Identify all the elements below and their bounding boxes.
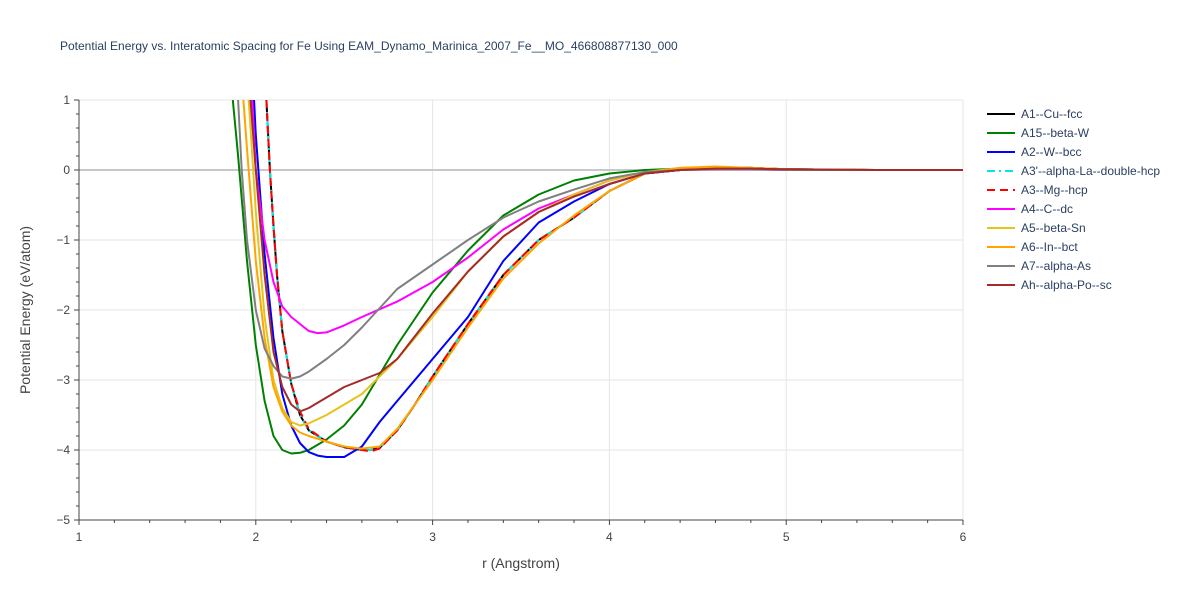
series-line: [231, 100, 963, 455]
legend-label[interactable]: A5--beta-Sn: [1021, 221, 1086, 235]
legend-label[interactable]: A2--W--bcc: [1021, 145, 1081, 159]
series-line: [249, 100, 963, 413]
chart-title: Potential Energy vs. Interatomic Spacing…: [60, 39, 678, 53]
series-line: [265, 100, 963, 451]
x-axis-title: r (Angstrom): [482, 555, 560, 571]
y-tick-label: −4: [56, 443, 70, 457]
y-tick-label: 0: [63, 163, 70, 177]
series-line: [265, 100, 963, 451]
legend-label[interactable]: A15--beta-W: [1021, 126, 1090, 140]
y-tick-label: −3: [56, 373, 70, 387]
y-tick-label: 1: [63, 93, 70, 107]
x-tick-label: 1: [76, 530, 83, 544]
y-tick-label: −2: [56, 303, 70, 317]
legend-label[interactable]: A7--alpha-As: [1021, 259, 1091, 273]
series-line: [237, 100, 963, 380]
x-tick-label: 4: [606, 530, 613, 544]
x-tick-label: 5: [783, 530, 790, 544]
x-tick-label: 3: [429, 530, 436, 544]
axes: 1 2 3 4 5 6 −5 −4 −3 −2 −1 0 1: [56, 93, 966, 544]
x-tick-label: 2: [252, 530, 259, 544]
series-line: [265, 100, 963, 453]
legend: A1--Cu--fcc A15--beta-W A2--W--bcc A3'--alp…: [987, 107, 1160, 292]
y-tick-label: −1: [56, 233, 70, 247]
y-tick-label: −5: [56, 513, 70, 527]
y-axis-title: Potential Energy (eV/atom): [17, 226, 33, 394]
series-layer: [231, 100, 963, 458]
legend-label[interactable]: A3--Mg--hcp: [1021, 183, 1088, 197]
series-line: [253, 100, 963, 458]
legend-label[interactable]: A3'--alpha-La--double-hcp: [1021, 164, 1160, 178]
legend-label[interactable]: A6--In--bct: [1021, 240, 1078, 254]
series-line: [251, 100, 963, 335]
legend-label[interactable]: Ah--alpha-Po--sc: [1021, 278, 1112, 292]
series-line: [247, 100, 963, 427]
x-tick-label: 6: [960, 530, 967, 544]
grid: [79, 99, 964, 521]
legend-label[interactable]: A1--Cu--fcc: [1021, 107, 1082, 121]
series-line: [242, 100, 963, 450]
legend-label[interactable]: A4--C--dc: [1021, 202, 1073, 216]
